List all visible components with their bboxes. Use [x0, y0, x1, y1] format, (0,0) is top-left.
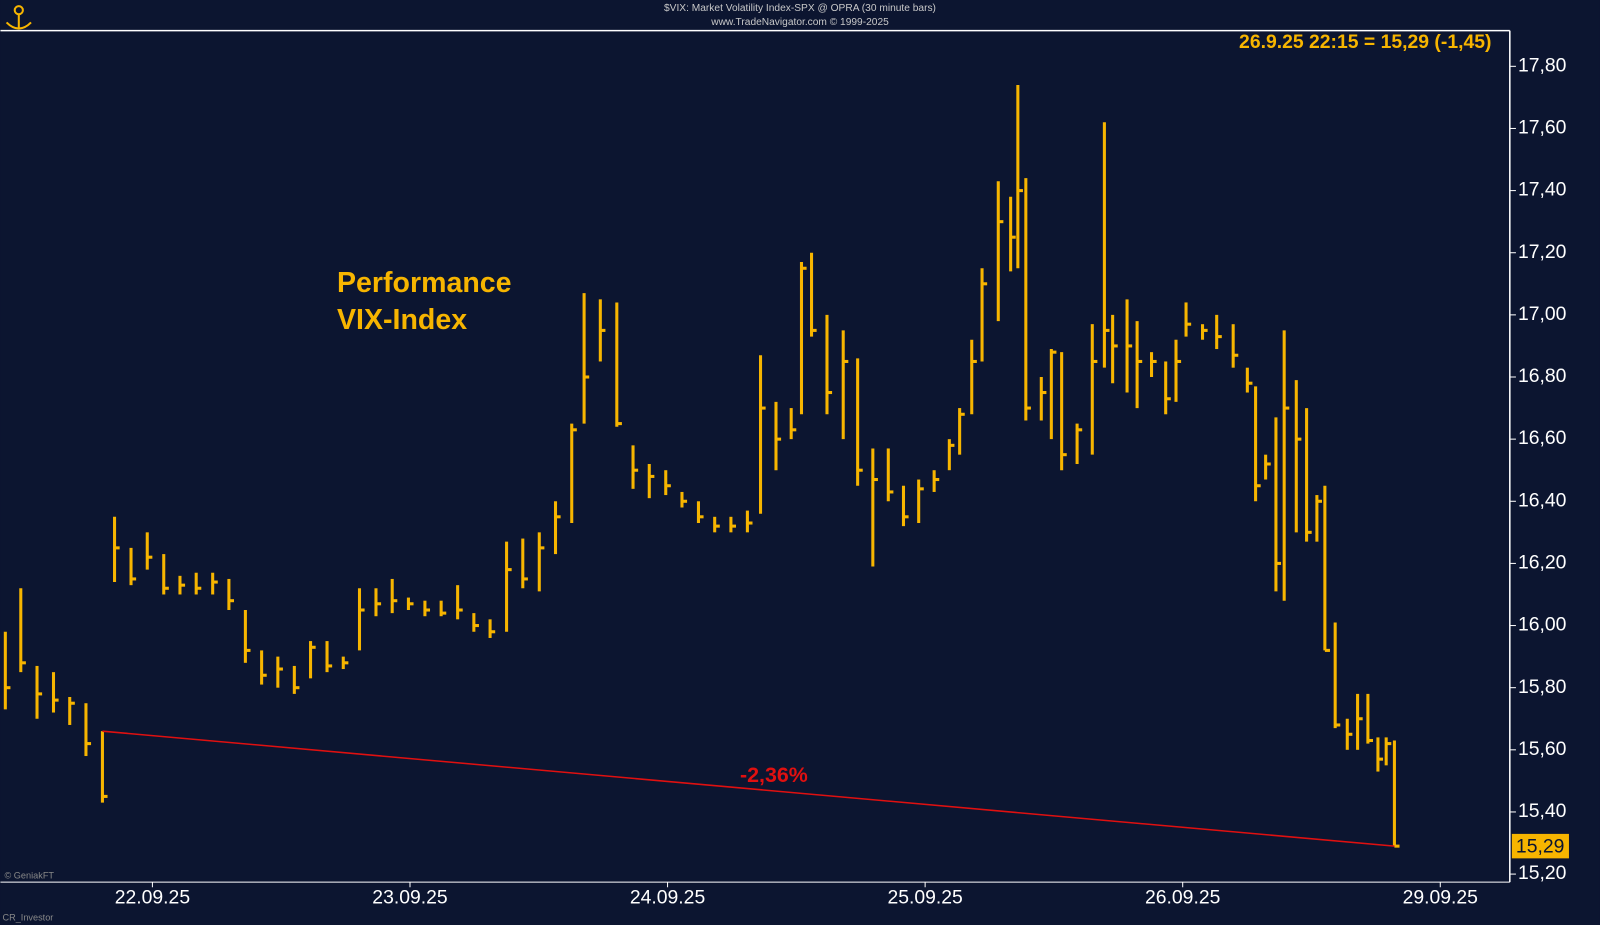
- y-tick-label: 17,40: [1518, 179, 1567, 201]
- y-tick-label: 17,80: [1518, 54, 1567, 76]
- logo: [5, 5, 32, 30]
- x-tick-label: 29.09.25: [1403, 887, 1478, 909]
- credit: CR_Investor: [2, 912, 53, 922]
- x-tick-label: 22.09.25: [115, 887, 190, 909]
- y-tick-label: 17,00: [1518, 303, 1567, 325]
- last-price-box: [1511, 833, 1569, 859]
- y-tick-label: 15,20: [1518, 862, 1567, 884]
- annotation: VIX-Index: [337, 304, 467, 336]
- y-tick-label: 17,60: [1518, 117, 1567, 139]
- y-tick-label: 16,60: [1518, 427, 1567, 449]
- x-tick-label: 23.09.25: [372, 887, 447, 909]
- credit: © GeniakFT: [5, 870, 55, 880]
- x-tick-label: 24.09.25: [630, 887, 705, 909]
- x-tick-label: 25.09.25: [887, 887, 962, 909]
- y-tick-label: 15,40: [1518, 800, 1567, 822]
- quote-label: 26.9.25 22:15 = 15,29 (-1,45): [1239, 31, 1491, 53]
- y-tick-label: 17,20: [1518, 241, 1567, 263]
- y-tick-label: 16,20: [1518, 552, 1567, 574]
- x-tick-label: 26.09.25: [1145, 887, 1220, 909]
- trend-label: -2,36%: [740, 763, 808, 787]
- y-tick-label: 16,00: [1518, 614, 1567, 636]
- y-tick-label: 15,60: [1518, 738, 1567, 760]
- last-price-label: 15,29: [1516, 835, 1564, 857]
- annotation: Performance: [337, 267, 512, 299]
- chart-title: $VIX: Market Volatility Index-SPX @ OPRA…: [664, 3, 936, 14]
- y-tick-label: 15,80: [1518, 676, 1567, 698]
- trend-line: [102, 730, 1395, 847]
- y-tick-label: 16,40: [1518, 489, 1567, 511]
- chart-subtitle: www.TradeNavigator.com © 1999-2025: [710, 17, 889, 28]
- y-tick-label: 16,80: [1518, 365, 1567, 387]
